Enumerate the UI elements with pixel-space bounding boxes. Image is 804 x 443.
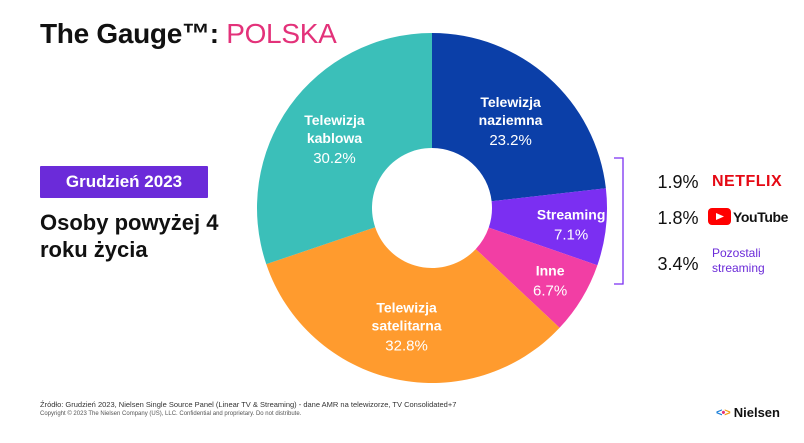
audience-subtitle: Osoby powyżej 4 roku życia xyxy=(40,210,219,262)
slice-name-label: Telewizja xyxy=(376,299,437,315)
title-brand: The Gauge™: xyxy=(40,18,219,49)
slice-name-label: naziemna xyxy=(479,112,543,128)
streaming-share-value: 1.8% xyxy=(657,208,698,228)
slice-name-label: Streaming xyxy=(537,206,605,222)
donut-slice-3 xyxy=(266,227,560,383)
copyright-note: Copyright © 2023 The Nielsen Company (US… xyxy=(40,411,302,417)
slice-value-label: 30.2% xyxy=(313,150,356,167)
netflix-logo: NETFLIX xyxy=(712,173,782,190)
donut-slice-2 xyxy=(475,227,598,328)
slice-value-label: 6.7% xyxy=(533,282,567,299)
slice-name-label: satelitarna xyxy=(372,317,442,333)
streaming-share-value: 3.4% xyxy=(657,254,698,274)
other-streaming-label: Pozostali xyxy=(712,246,761,260)
donut-slice-labels: Telewizja naziemna 23.2% Streaming 7.1% Inne 6… xyxy=(304,94,605,354)
nielsen-logo-text: Nielsen xyxy=(733,405,780,420)
slice-name-label: Inne xyxy=(536,262,565,278)
slice-value-label: 7.1% xyxy=(554,226,588,243)
slice-name-label: kablowa xyxy=(307,130,362,146)
donut-slices xyxy=(256,33,607,383)
page-title: The Gauge™: POLSKA xyxy=(40,18,337,50)
nielsen-logo: <•> Nielsen xyxy=(716,405,780,420)
period-badge: Grudzień 2023 xyxy=(40,166,208,198)
title-country: POLSKA xyxy=(226,18,337,49)
streaming-share-value: 1.9% xyxy=(657,172,698,192)
donut-slice-4 xyxy=(256,33,432,265)
streaming-bracket xyxy=(614,157,624,285)
svg-text:YouTube: YouTube xyxy=(733,209,789,225)
play-icon xyxy=(716,213,724,220)
donut-slice-0 xyxy=(432,33,606,202)
youtube-logo: YouTube xyxy=(708,208,789,225)
donut-slice-1 xyxy=(488,188,607,266)
streaming-breakdown-panel: 1.9% NETFLIX 1.8% YouTube 3.4% Pozostalistrea… xyxy=(614,157,789,285)
nielsen-dots-icon: <•> xyxy=(716,406,731,419)
other-streaming-label: streaming xyxy=(712,261,765,275)
slice-name-label: Telewizja xyxy=(304,112,365,128)
slice-name-label: Telewizja xyxy=(480,94,541,110)
slice-value-label: 23.2% xyxy=(489,132,532,149)
slice-value-label: 32.8% xyxy=(385,337,428,354)
source-note: Źródło: Grudzień 2023, Nielsen Single So… xyxy=(40,400,457,409)
